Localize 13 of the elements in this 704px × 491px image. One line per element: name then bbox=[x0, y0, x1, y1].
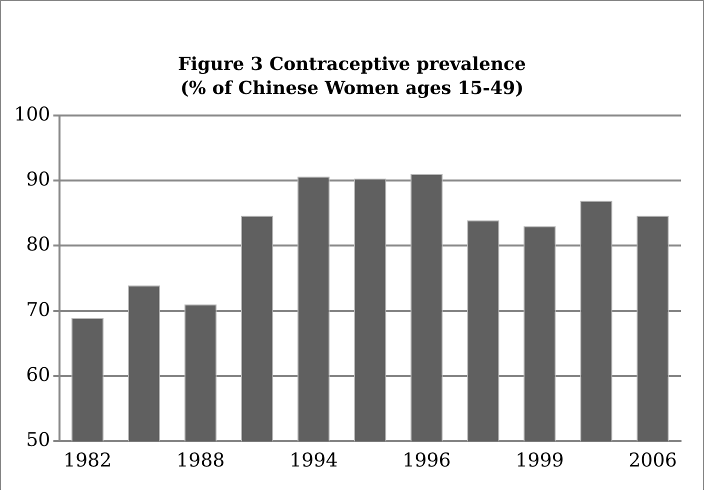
y-tick-label: 60 bbox=[26, 364, 50, 386]
y-tick-label: 80 bbox=[26, 234, 50, 256]
x-tick-label: 1988 bbox=[176, 450, 225, 472]
y-tick-label: 90 bbox=[26, 168, 50, 190]
y-tick-label: 50 bbox=[26, 429, 50, 452]
chart-title: Figure 3 Contraceptive prevalence (% of Chinese Women ages 15-49) bbox=[177, 53, 527, 101]
x-tick-label: 1994 bbox=[289, 450, 338, 472]
x-tick-label: 2006 bbox=[628, 450, 677, 472]
y-tick-label: 100 bbox=[14, 103, 50, 126]
x-tick-label: 1996 bbox=[402, 450, 451, 472]
x-tick-label: 1999 bbox=[516, 450, 564, 472]
x-tick-label: 1982 bbox=[63, 450, 112, 472]
y-tick-label: 70 bbox=[26, 298, 50, 321]
